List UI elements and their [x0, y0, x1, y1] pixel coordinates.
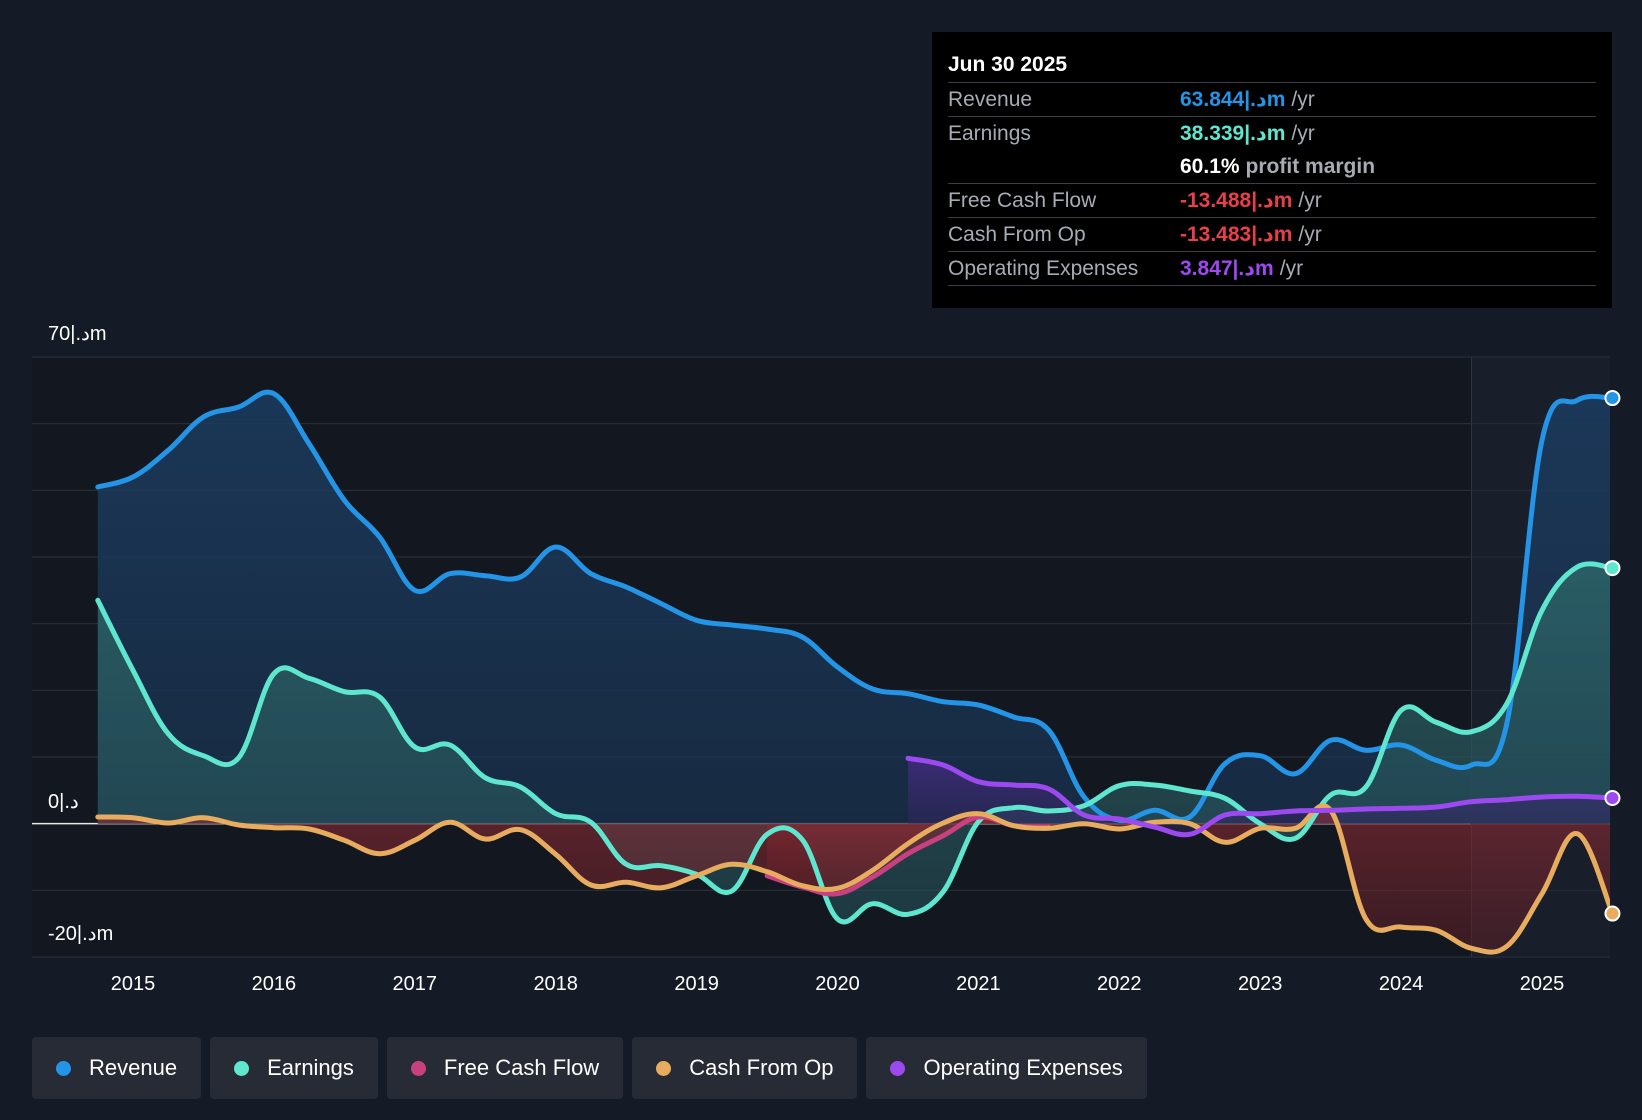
legend-dot-icon — [410, 1060, 426, 1076]
legend: Revenue Earnings Free Cash Flow Cash Fro… — [32, 1037, 1156, 1099]
tooltip-panel: Jun 30 2025 Revenue 63.844|.دm /yr Earni… — [932, 32, 1612, 308]
line-operating-expenses — [905, 755, 1610, 838]
x-tick-label: 2017 — [393, 973, 438, 995]
y-zero-label: 0|.د — [48, 791, 79, 813]
tooltip-row-unit: /yr — [1291, 87, 1315, 111]
endpoint-revenue — [1604, 390, 1621, 407]
tooltip-row-earnings: Earnings 38.339|.دm /yr — [948, 116, 1596, 150]
tooltip-row-unit: /yr — [1298, 188, 1322, 212]
tooltip-row-label: Free Cash Flow — [948, 188, 1097, 212]
tooltip-row-label: Operating Expenses — [948, 256, 1139, 280]
line-cash-from-op — [95, 803, 1610, 955]
tooltip-row-value: 3.847|.دm — [1180, 257, 1274, 280]
y-min-label: -20|.دm — [48, 923, 113, 945]
x-tick-label: 2018 — [533, 973, 578, 995]
series-endpoints — [1604, 390, 1621, 922]
x-tick-label: 2015 — [111, 973, 156, 995]
x-tick-label: 2023 — [1238, 973, 1283, 995]
tooltip-row-label: Revenue — [948, 87, 1033, 111]
tooltip-row-value: 38.339|.دm — [1180, 122, 1286, 145]
line-revenue — [95, 389, 1610, 824]
tooltip-date: Jun 30 2025 — [948, 53, 1068, 76]
legend-label: Revenue — [89, 1055, 178, 1080]
legend-label: Operating Expenses — [923, 1055, 1123, 1080]
tooltip-row-value: 60.1% — [1180, 154, 1240, 178]
series-lines — [95, 389, 1610, 955]
x-tick-label: 2019 — [674, 973, 719, 995]
endpoint-earnings — [1604, 560, 1621, 577]
tooltip-row-label: Earnings — [948, 121, 1031, 145]
tooltip-row-opex: Operating Expenses 3.847|.دm /yr — [948, 251, 1596, 286]
tooltip-row-value: 63.844|.دm — [1180, 88, 1286, 111]
endpoint-operating-expenses — [1604, 790, 1621, 807]
x-tick-label: 2022 — [1097, 973, 1142, 995]
tooltip-row-revenue: Revenue 63.844|.دm /yr — [948, 82, 1596, 116]
y-max-label: 70|.دm — [48, 323, 107, 345]
legend-dot-icon — [656, 1060, 672, 1076]
tooltip-row-fcf: Free Cash Flow -13.488|.دm /yr — [948, 183, 1596, 217]
legend-label: Cash From Op — [689, 1055, 834, 1080]
area-revenue — [97, 392, 1610, 824]
tooltip-row-unit: profit margin — [1245, 154, 1376, 178]
area-free-cash-flow — [767, 816, 1049, 895]
line-earnings — [95, 561, 1610, 925]
endpoint-cash-from-op — [1604, 905, 1621, 922]
axis-labels: 2015 2016 2017 2018 2019 2020 2021 2022 2023 2024… — [48, 323, 1564, 995]
tooltip-row-label: Cash From Op — [948, 222, 1086, 246]
legend-item-revenue[interactable]: Revenue — [32, 1037, 202, 1099]
legend-item-free-cash-flow[interactable]: Free Cash Flow — [386, 1037, 624, 1099]
legend-dot-icon — [56, 1060, 71, 1076]
tooltip-row-margin: 60.1% profit margin — [948, 150, 1596, 183]
legend-item-cash-from-op[interactable]: Cash From Op — [632, 1037, 858, 1099]
legend-dot-icon — [234, 1060, 250, 1076]
x-tick-label: 2016 — [252, 973, 297, 995]
tooltip-row-cfo: Cash From Op -13.483|.دm /yr — [948, 217, 1596, 251]
legend-label: Earnings — [267, 1055, 354, 1080]
x-tick-label: 2024 — [1379, 973, 1424, 995]
x-tick-label: 2021 — [956, 973, 1001, 995]
legend-label: Free Cash Flow — [443, 1055, 600, 1080]
tooltip-row-unit: /yr — [1279, 256, 1304, 280]
tooltip-row-value: -13.483|.دm — [1180, 223, 1293, 246]
x-tick-label: 2025 — [1520, 973, 1565, 995]
tooltip-row-unit: /yr — [1291, 121, 1315, 145]
tooltip-row-value: -13.488|.دm — [1180, 189, 1293, 212]
legend-dot-icon — [890, 1060, 906, 1076]
legend-item-earnings[interactable]: Earnings — [210, 1037, 378, 1099]
tooltip-row-unit: /yr — [1298, 222, 1322, 246]
legend-item-operating-expenses[interactable]: Operating Expenses — [866, 1037, 1147, 1099]
x-tick-label: 2020 — [815, 973, 860, 995]
